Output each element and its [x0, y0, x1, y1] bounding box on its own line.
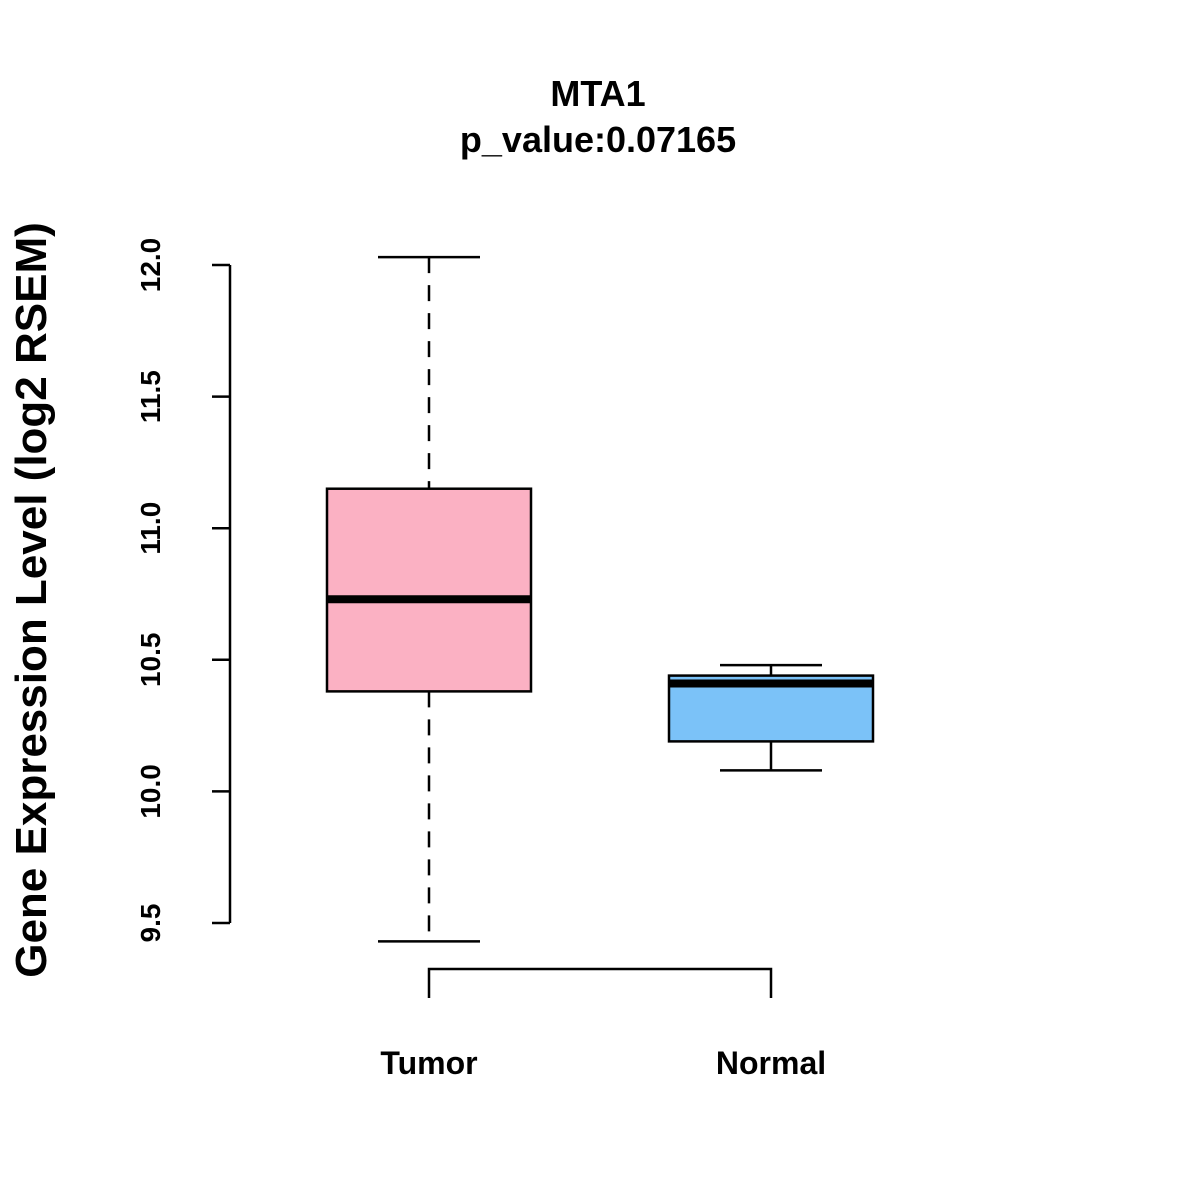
y-tick-label: 10.0: [135, 764, 166, 819]
chart-title: MTA1: [550, 73, 645, 114]
x-category-labels: Tumor Normal: [380, 1045, 826, 1081]
y-axis: 9.5 10.0 10.5 11.0 11.5 12.0: [135, 238, 232, 943]
chart-subtitle: p_value:0.07165: [460, 119, 736, 160]
y-tick-label: 11.0: [135, 502, 166, 555]
iqr-box: [325, 487, 533, 693]
comparison-bracket: [427, 967, 773, 998]
y-tick-label: 9.5: [135, 904, 166, 943]
box-normal: [667, 663, 875, 772]
box-tumor: [325, 255, 533, 943]
y-axis-label: Gene Expression Level (log2 RSEM): [7, 222, 56, 978]
bracket-line: [427, 967, 773, 998]
x-category-label: Normal: [716, 1045, 826, 1081]
y-tick-label: 11.5: [135, 370, 166, 423]
boxes-group: [325, 255, 875, 943]
y-tick-label: 10.5: [135, 633, 166, 688]
y-tick-label: 12.0: [135, 238, 166, 293]
x-category-label: Tumor: [380, 1045, 477, 1081]
